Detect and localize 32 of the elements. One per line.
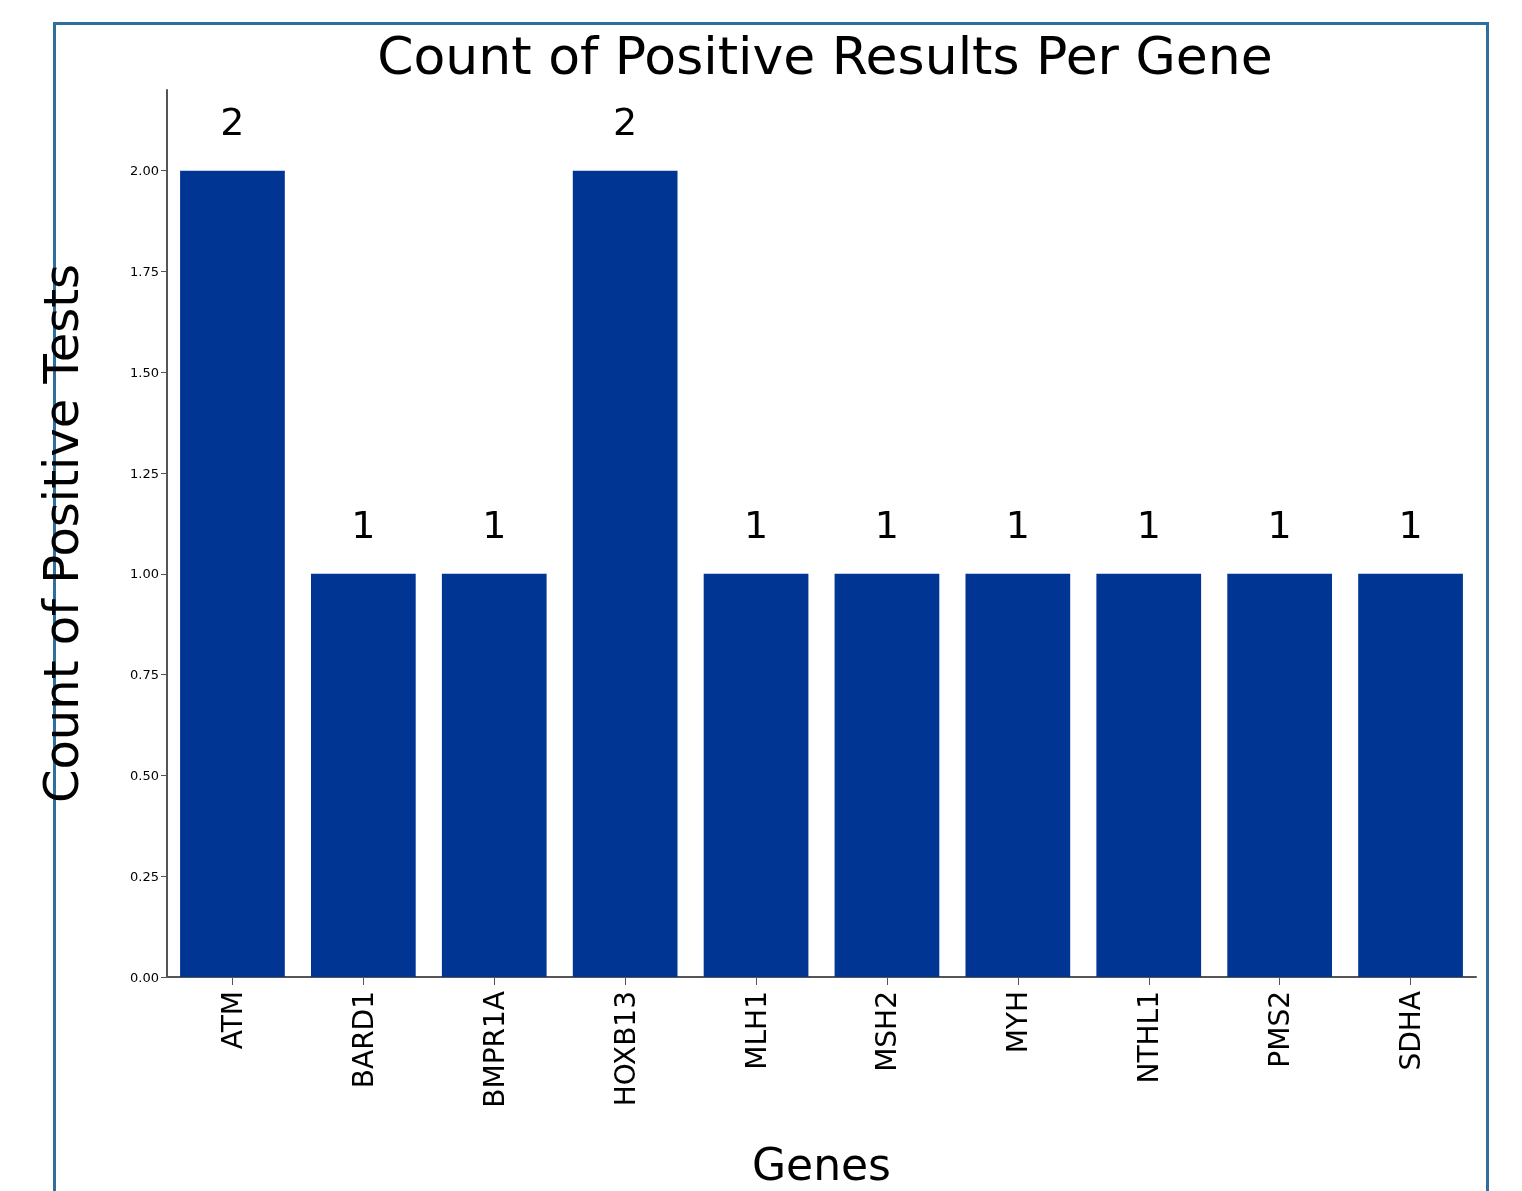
x-tick-label: MSH2 [870,991,904,1072]
y-tick-label: 1.75 [130,263,159,279]
data-label: 2 [220,99,245,144]
data-label: 1 [1398,502,1423,547]
x-tick-label: MLH1 [739,991,773,1070]
chart-title: Count of Positive Results Per Gene [377,26,1273,86]
x-axis-title: Genes [751,1138,892,1190]
y-tick-label: 1.50 [130,364,159,380]
data-label: 1 [743,502,769,547]
x-tick-label: SDHA [1394,991,1428,1071]
y-tick-label: 0.75 [130,667,159,683]
data-label: 1 [482,502,507,547]
y-axis-title: Count of Positive Tests [33,263,89,804]
data-label: 1 [1136,502,1161,547]
data-label: 1 [874,502,900,547]
y-tick-label: 0.25 [130,868,159,884]
y-tick-label: 2.00 [130,163,159,179]
x-tick-label: HOXB13 [608,991,642,1107]
y-tick-label: 1.00 [130,566,159,582]
x-tick-label: BMPR1A [477,991,511,1108]
data-label: 1 [1267,502,1292,547]
x-tick-label: ATM [215,991,249,1050]
x-tick-label: NTHL1 [1132,991,1166,1084]
y-tick-label: 0.50 [130,767,159,783]
data-label: 1 [351,502,376,547]
x-tick-label: BARD1 [346,991,380,1089]
y-tick-label: 1.25 [130,465,159,481]
x-tick-label: MYH [1001,991,1035,1054]
y-tick-label: 0.00 [130,969,159,985]
x-tick-label: PMS2 [1263,991,1297,1068]
data-label: 1 [1005,502,1030,547]
data-label: 2 [613,99,638,144]
